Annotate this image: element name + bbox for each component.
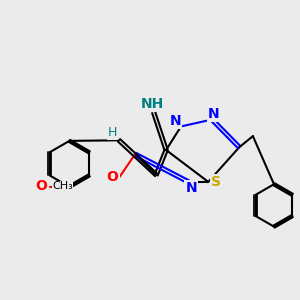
Text: N: N — [169, 114, 181, 128]
Text: O: O — [106, 170, 119, 184]
Text: CH₃: CH₃ — [52, 181, 73, 191]
Text: N: N — [186, 181, 197, 195]
Text: S: S — [211, 175, 220, 189]
Text: H: H — [108, 126, 117, 139]
Text: NH: NH — [141, 97, 164, 111]
Text: O: O — [35, 179, 47, 193]
Text: N: N — [208, 106, 219, 121]
